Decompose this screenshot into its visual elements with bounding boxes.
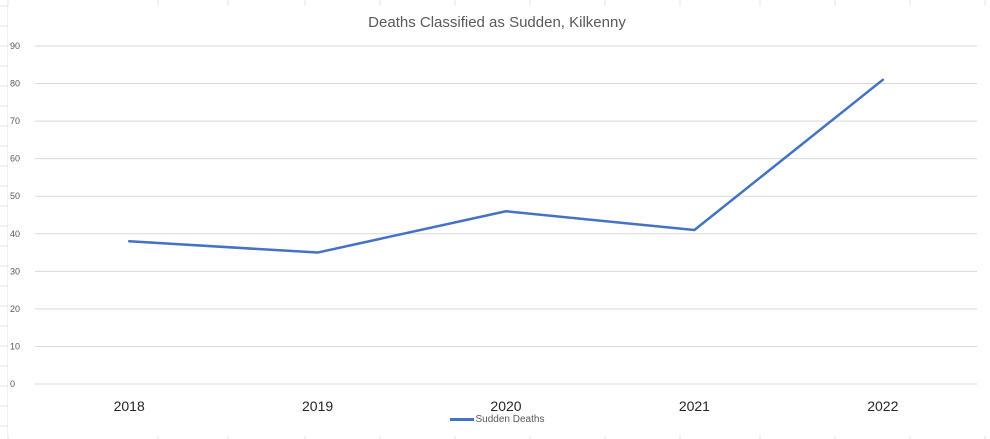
y-tick-label: 30 — [10, 266, 20, 276]
y-tick-label: 20 — [10, 304, 20, 314]
y-tick-label: 50 — [10, 191, 20, 201]
chart-title: Deaths Classified as Sudden, Kilkenny — [368, 14, 626, 31]
x-tick-label: 2021 — [679, 398, 710, 414]
series-line-sudden-deaths — [127, 78, 885, 254]
chart-area[interactable]: Deaths Classified as Sudden, Kilkenny 0 1… — [8, 6, 986, 436]
y-tick-label: 70 — [10, 116, 20, 126]
x-tick-label: 2020 — [490, 398, 521, 414]
y-tick-label: 10 — [10, 341, 20, 351]
legend[interactable]: Sudden Deaths — [8, 414, 986, 425]
x-tick-label: 2022 — [867, 398, 898, 414]
y-tick-label: 0 — [10, 379, 15, 389]
y-tick-label: 80 — [10, 79, 20, 89]
y-axis-tick-labels: 0 10 20 30 40 50 60 70 80 90 — [10, 41, 20, 389]
y-tick-label: 90 — [10, 41, 20, 51]
series-lines — [127, 78, 885, 254]
gridlines — [35, 45, 977, 385]
y-tick-label: 60 — [10, 154, 20, 164]
x-tick-label: 2018 — [114, 398, 145, 414]
legend-swatch — [449, 418, 474, 421]
line-chart: 0 10 20 30 40 50 60 70 80 90 2018 2019 2020 2021 2022 — [10, 41, 977, 414]
y-tick-label: 40 — [10, 229, 20, 239]
legend-label: Sudden Deaths — [475, 414, 545, 425]
x-tick-label: 2019 — [302, 398, 333, 414]
x-axis-tick-labels: 2018 2019 2020 2021 2022 — [114, 398, 899, 414]
